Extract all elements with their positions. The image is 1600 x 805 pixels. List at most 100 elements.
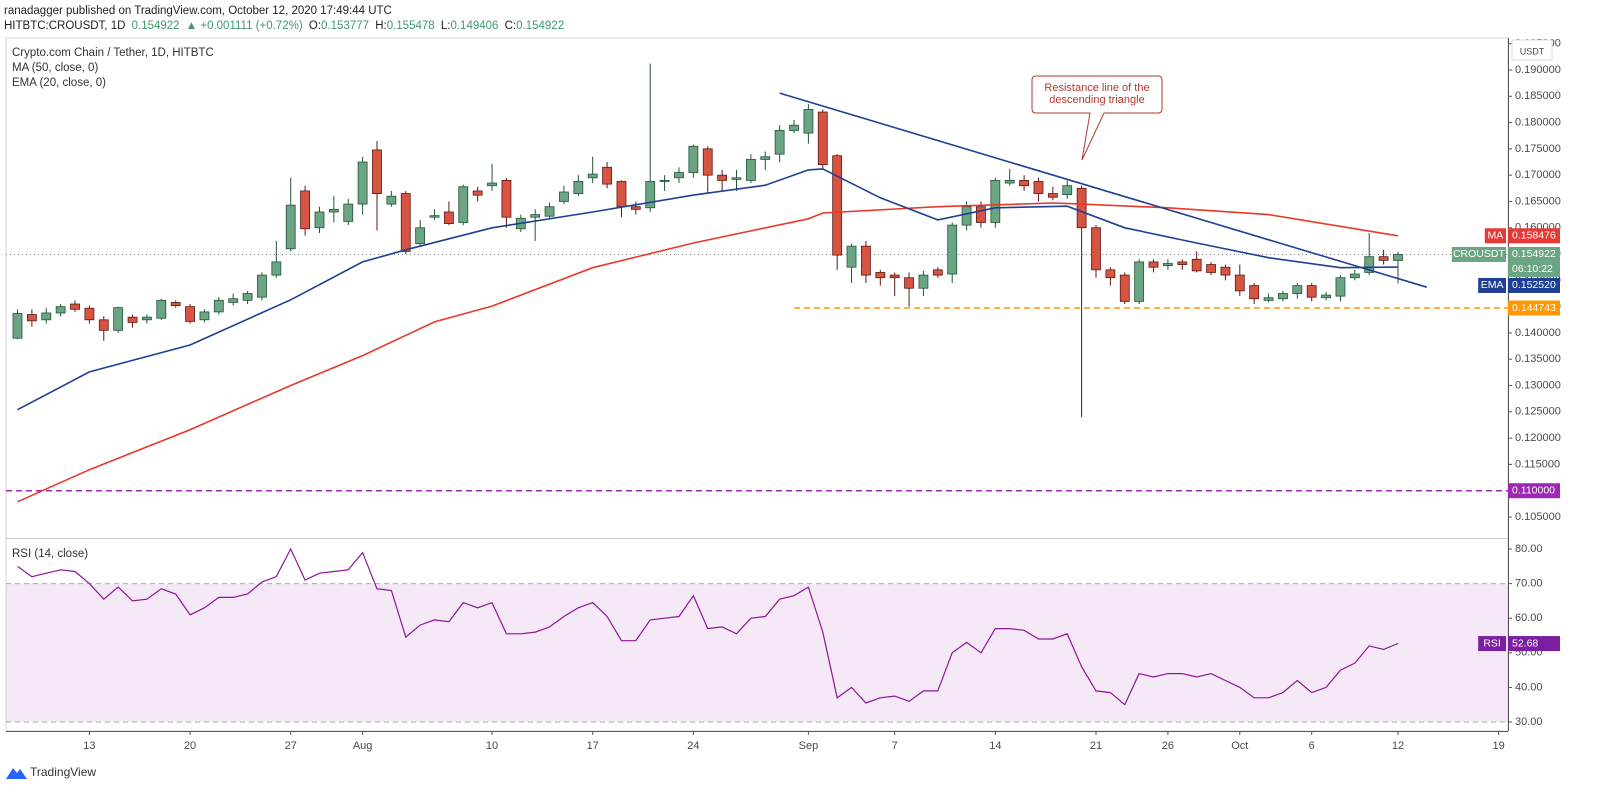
candle-body xyxy=(630,206,641,210)
footer-brand: TradingView xyxy=(30,765,96,779)
candle-body xyxy=(1234,274,1245,292)
candle-body xyxy=(1378,256,1389,261)
candle-body xyxy=(559,191,569,202)
price-label-value-box xyxy=(1508,246,1560,262)
x-tick-label: Oct xyxy=(1231,740,1248,752)
price-label-value: 0.154922 xyxy=(1512,248,1556,260)
price-label-tag: CROUSDT xyxy=(1453,248,1506,260)
candle-body xyxy=(817,111,828,166)
candle-body xyxy=(674,172,684,179)
candle-body xyxy=(170,302,181,306)
candle-body xyxy=(731,177,742,180)
candle-body xyxy=(947,224,958,275)
logo-shape xyxy=(6,768,27,779)
legend-ma: MA (50, close, 0) xyxy=(12,62,98,74)
ohlc-value: 0.154922 xyxy=(516,20,564,32)
candle-body xyxy=(774,130,785,155)
rsi-label-tag: RSI xyxy=(1483,637,1501,649)
rsi-y-tick-label: 80.00 xyxy=(1515,543,1543,555)
candle-body xyxy=(1177,261,1188,265)
candle-body xyxy=(602,166,612,185)
level-value-box xyxy=(1508,483,1560,499)
trendline xyxy=(779,92,1427,288)
candle-body xyxy=(415,227,426,244)
candle-body xyxy=(1263,297,1274,301)
candle-body xyxy=(745,158,756,181)
annotation-box xyxy=(1031,75,1163,161)
rsi-y-tick-label: 30.00 xyxy=(1515,716,1543,728)
footer-logo xyxy=(6,768,27,779)
level-value: 0.110000 xyxy=(1512,484,1555,496)
candle-body xyxy=(918,274,929,289)
candle-body xyxy=(659,180,670,182)
y-tick-label: 0.185000 xyxy=(1515,90,1561,102)
candle-body xyxy=(1393,254,1403,261)
y-tick-label: 0.175000 xyxy=(1515,143,1561,155)
candle-body xyxy=(1134,261,1145,302)
candle-body xyxy=(1220,266,1231,276)
symbol-line: HITBTC:CROUSDT, 1D 0.154922 ▲ +0.001111 … xyxy=(4,20,564,32)
candle-body xyxy=(875,272,886,279)
rsi-line xyxy=(17,547,1399,706)
candle-body xyxy=(1091,227,1101,271)
last-price: 0.154922 xyxy=(132,20,180,32)
ohlc-label: O: xyxy=(309,20,321,32)
currency-box xyxy=(1511,39,1553,61)
price-label-tag-box xyxy=(1484,228,1506,244)
under-layer: 0.105000 0.110000 0.115000 0.120000 0.125000… xyxy=(6,38,1561,752)
level-value: 0.144743 xyxy=(1512,302,1556,314)
x-tick-label: 7 xyxy=(892,740,898,752)
x-tick-label: Aug xyxy=(353,740,373,752)
y-tick-label: 0.115000 xyxy=(1515,458,1560,470)
x-tick-label: 6 xyxy=(1309,740,1315,752)
candle-body xyxy=(904,277,914,289)
chart-title: Crypto.com Chain / Tether, 1D, HITBTC xyxy=(12,47,214,59)
candle-body xyxy=(357,161,368,205)
candle-body xyxy=(228,298,239,303)
x-tick-label: 26 xyxy=(1162,740,1174,752)
candle-body xyxy=(861,245,871,276)
ohlc-label: L: xyxy=(441,20,451,32)
candle-body xyxy=(443,211,454,224)
rsi-y-tick-label: 40.00 xyxy=(1515,681,1543,693)
candle-body xyxy=(213,299,224,313)
legend-ema: EMA (20, close, 0) xyxy=(12,77,106,89)
candle-body xyxy=(142,316,152,321)
y-tick-label: 0.170000 xyxy=(1515,169,1561,181)
y-tick-label: 0.180000 xyxy=(1515,116,1561,128)
candle-body xyxy=(84,307,95,321)
change: ▲ +0.001111 (+0.72%) xyxy=(186,20,303,32)
candle-body xyxy=(55,306,66,314)
x-tick-label: 19 xyxy=(1493,740,1505,752)
y-tick-label: 0.135000 xyxy=(1515,353,1561,365)
price-label-value-box xyxy=(1508,277,1560,293)
candle-body xyxy=(760,156,771,160)
candle-body xyxy=(41,312,52,321)
candle-body xyxy=(587,173,598,179)
candle-body xyxy=(1206,264,1216,273)
candle-body xyxy=(487,182,497,187)
x-tick-label: 21 xyxy=(1090,740,1102,752)
candle-body xyxy=(573,181,584,194)
countdown: 06:10:22 xyxy=(1512,263,1553,275)
candle-body xyxy=(70,303,80,310)
candle-body xyxy=(12,313,23,339)
symbol: HITBTC:CROUSDT, 1D xyxy=(4,20,125,32)
rsi-label-value: 52.68 xyxy=(1512,637,1538,649)
candle-body xyxy=(113,307,124,331)
candle-body xyxy=(1004,180,1015,184)
rsi-label-value-box xyxy=(1508,636,1560,652)
candle-body xyxy=(961,206,972,226)
candle-body xyxy=(990,180,1001,223)
candle-body xyxy=(26,314,37,322)
candle-body xyxy=(1364,256,1375,273)
candle-body xyxy=(846,245,857,268)
candle-body xyxy=(257,274,267,298)
candle-body xyxy=(1047,193,1058,198)
candle-body xyxy=(1191,258,1202,272)
candle-body xyxy=(400,193,411,252)
publisher: ranadagger published on TradingView.com,… xyxy=(4,5,392,17)
candle-body xyxy=(1249,285,1260,300)
candle-body xyxy=(1076,187,1087,229)
